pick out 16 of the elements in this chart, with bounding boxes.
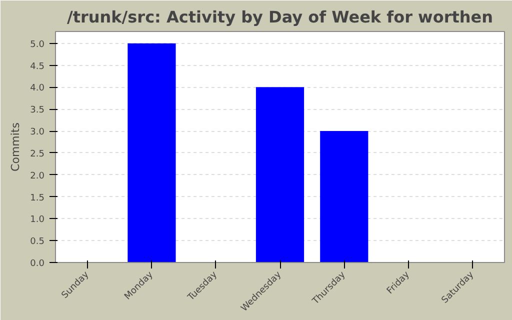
y-tick-label: 2.5 (30, 149, 45, 160)
bar (320, 131, 368, 262)
y-tick-label: 1.0 (30, 215, 45, 226)
bar (128, 43, 176, 262)
y-tick-label: 1.5 (30, 193, 45, 204)
y-axis-title: Commits (9, 122, 22, 172)
y-tick-label: 0.5 (30, 237, 45, 248)
y-tick-label: 0.0 (30, 259, 45, 269)
y-tick-label: 5.0 (30, 40, 45, 50)
y-tick-label: 2.0 (30, 171, 45, 182)
chart-title: /trunk/src: Activity by Day of Week for worthen (67, 8, 494, 26)
bar (256, 87, 304, 262)
y-tick-label: 4.5 (30, 62, 45, 72)
y-tick-label: 3.0 (30, 128, 45, 138)
y-tick-label: 4.0 (30, 84, 45, 94)
y-tick-label: 3.5 (30, 106, 45, 116)
